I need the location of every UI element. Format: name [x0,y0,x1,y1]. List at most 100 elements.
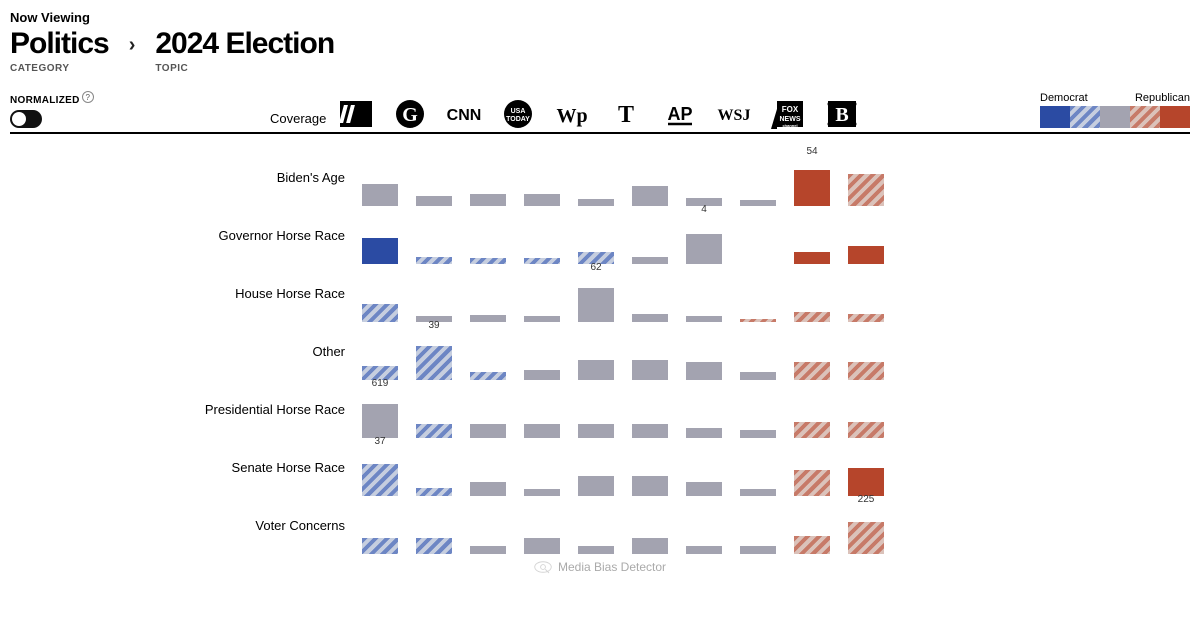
chart-cell[interactable]: 62 [576,264,616,322]
chart-cell[interactable] [360,322,400,380]
chart-cell[interactable] [522,438,562,496]
chart-cell[interactable] [360,264,400,322]
chart-cell[interactable] [846,206,886,264]
row-label: Presidential Horse Race [10,402,360,417]
normalized-toggle[interactable] [10,110,42,128]
outlet-logo-huffpost[interactable] [336,100,376,128]
chart-cell[interactable] [846,148,886,206]
chart-cell[interactable] [630,264,670,322]
chart-cell[interactable] [792,264,832,322]
outlet-logo-wsj[interactable]: WSJ [714,100,754,128]
legend-swatch [1160,106,1190,128]
chart-cell[interactable] [576,206,616,264]
bar [416,196,452,206]
chart-cell[interactable] [738,148,778,206]
chart-cell[interactable]: 225 [846,496,886,554]
chart-cell[interactable] [630,322,670,380]
chart-cell[interactable] [792,380,832,438]
chart-cell[interactable] [360,496,400,554]
bar [848,468,884,496]
chart-cell[interactable] [576,438,616,496]
chart-cell[interactable]: 39 [414,322,454,380]
chart-cell[interactable] [414,206,454,264]
chart-cell[interactable] [846,264,886,322]
chart-cell[interactable] [792,206,832,264]
chart-cell[interactable] [738,438,778,496]
chart-cell[interactable] [468,322,508,380]
bar [794,252,830,264]
bar [362,538,398,554]
chart-cell[interactable] [468,148,508,206]
bar [740,430,776,438]
chart-cell[interactable] [792,438,832,496]
chart-cell[interactable] [792,322,832,380]
chart-cell[interactable] [414,264,454,322]
bar [632,360,668,380]
breadcrumb-topic[interactable]: 2024 Election [155,27,334,61]
chart-cell[interactable] [468,380,508,438]
outlet-logo-wapo[interactable]: Wp [552,100,592,128]
chart-cell[interactable] [414,380,454,438]
bar [740,546,776,554]
chart-cell[interactable] [522,496,562,554]
chart-row: Voter Concerns225 [10,496,1190,554]
chart-cell[interactable] [576,148,616,206]
outlet-logo-fox[interactable]: FOXNEWSchannel [768,100,808,128]
chart-cell[interactable] [630,496,670,554]
chart-cell[interactable] [414,148,454,206]
chart-cell[interactable] [576,380,616,438]
row-label: Other [10,344,360,359]
chart-cell[interactable] [684,148,724,206]
chart-cell[interactable] [522,148,562,206]
chart-cell[interactable] [522,264,562,322]
outlet-logo-guardian[interactable]: G [390,100,430,128]
chart-cell[interactable] [414,496,454,554]
chart-cell[interactable] [738,322,778,380]
chart-cell[interactable] [468,438,508,496]
chart-cell[interactable] [630,438,670,496]
chart-cell[interactable]: 4 [684,206,724,264]
chart-cell[interactable] [360,206,400,264]
outlet-logo-breitbart[interactable]: B [822,100,862,128]
chart-cell[interactable] [630,380,670,438]
chart-cell[interactable] [468,496,508,554]
chart-cell[interactable] [684,438,724,496]
chart-cell[interactable]: 619 [360,380,400,438]
chart-cell[interactable] [468,206,508,264]
chart-cell[interactable]: 37 [360,438,400,496]
chart-cell[interactable] [738,496,778,554]
chart-cell[interactable] [684,496,724,554]
outlet-logo-ap[interactable]: AP [660,100,700,128]
breadcrumb-topic-sublabel: TOPIC [155,63,334,74]
chart-cell[interactable] [522,322,562,380]
chart-cell[interactable] [630,206,670,264]
outlet-logo-nyt[interactable]: T [606,100,646,128]
chart-cell[interactable] [522,206,562,264]
outlet-logo-usatoday[interactable]: USATODAY [498,100,538,128]
chart-cell[interactable] [630,148,670,206]
outlet-logo-cnn[interactable]: CNN [444,100,484,128]
bar [848,246,884,264]
chart-cell[interactable] [522,380,562,438]
legend-left-label: Democrat [1040,92,1088,104]
chart-cell[interactable] [738,380,778,438]
chart-cell[interactable] [684,322,724,380]
magnifier-eye-icon [534,560,552,574]
breadcrumb-category[interactable]: Politics [10,27,109,61]
chart-cell[interactable] [684,380,724,438]
chart-cell[interactable] [738,206,778,264]
chart-cell[interactable]: 54 [792,148,832,206]
chart-cell[interactable] [576,322,616,380]
chart-cell[interactable] [846,438,886,496]
chart-cell[interactable] [576,496,616,554]
chart-cell[interactable] [684,264,724,322]
chart-cell[interactable] [468,264,508,322]
chart-cell[interactable] [846,322,886,380]
chart-cell[interactable] [792,496,832,554]
chart-cell[interactable] [846,380,886,438]
chart-cell[interactable] [738,264,778,322]
chart-cell[interactable] [414,438,454,496]
chart-cell[interactable] [360,148,400,206]
help-icon[interactable]: ? [82,91,94,103]
cell-value-label: 619 [360,378,400,389]
